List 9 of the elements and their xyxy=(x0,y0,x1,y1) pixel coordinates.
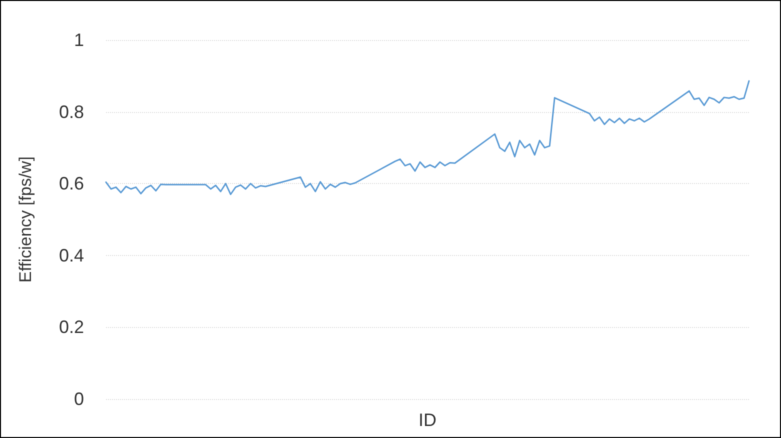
y-tick-label: 1 xyxy=(74,30,84,50)
y-tick-label: 0.2 xyxy=(58,317,84,338)
y-axis-title: Efficiency [fps/w] xyxy=(16,156,35,283)
y-tick-label: 0.6 xyxy=(58,174,84,194)
line-series xyxy=(105,80,750,196)
y-tick-label: 0 xyxy=(74,389,84,409)
y-tick-label: 0.8 xyxy=(58,102,84,122)
y-tick-label: 0.4 xyxy=(58,245,84,266)
x-axis-title: ID xyxy=(418,410,436,430)
